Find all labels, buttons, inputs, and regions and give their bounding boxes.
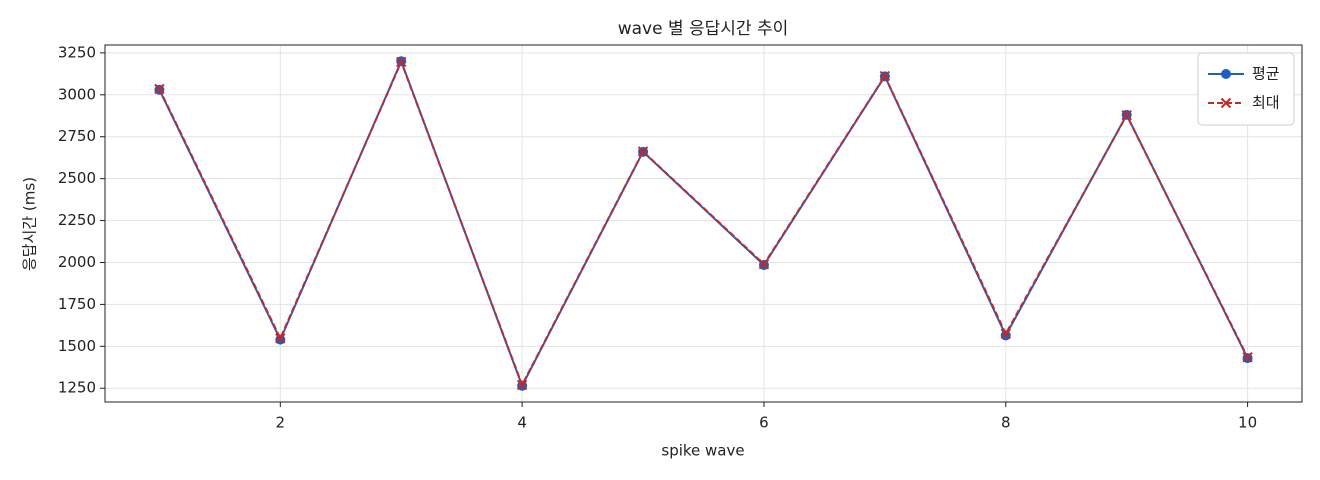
legend-marker [1221,69,1231,79]
point [275,333,286,344]
legend-label: 최대 [1252,94,1280,112]
legend-marker [1220,97,1232,109]
point [758,258,770,270]
x-tick-label: 6 [759,414,769,432]
x-tick-label: 2 [276,414,286,432]
y-axis-label: 응답시간 (ms) [21,177,39,271]
y-tick-label: 3000 [58,85,96,103]
point [879,70,891,82]
chart-title: wave 별 응답시간 추이 [618,19,789,39]
x-tick-label: 10 [1238,414,1257,432]
legend-label: 평균 [1252,65,1280,83]
y-tick-label: 2250 [58,211,96,229]
x-tick-label: 4 [517,414,527,432]
point [154,83,165,95]
y-tick-label: 1500 [58,337,96,355]
point [637,146,649,157]
plot-frame [104,44,1303,403]
y-tick-label: 2750 [58,127,96,145]
point [1121,110,1132,121]
y-tick-label: 2500 [58,169,96,187]
line [158,58,1249,389]
x-axis-label: spike wave [661,442,744,460]
point [1000,328,1011,339]
y-tick-label: 1750 [58,295,96,313]
y-tick-label: 1250 [58,379,96,397]
point [516,379,528,391]
line [158,59,1249,388]
point [396,56,407,68]
x-tick-label: 8 [1001,414,1011,432]
y-tick-label: 3250 [58,43,96,61]
point [1000,330,1011,341]
point [1242,352,1253,363]
y-tick-label: 2000 [58,253,96,271]
